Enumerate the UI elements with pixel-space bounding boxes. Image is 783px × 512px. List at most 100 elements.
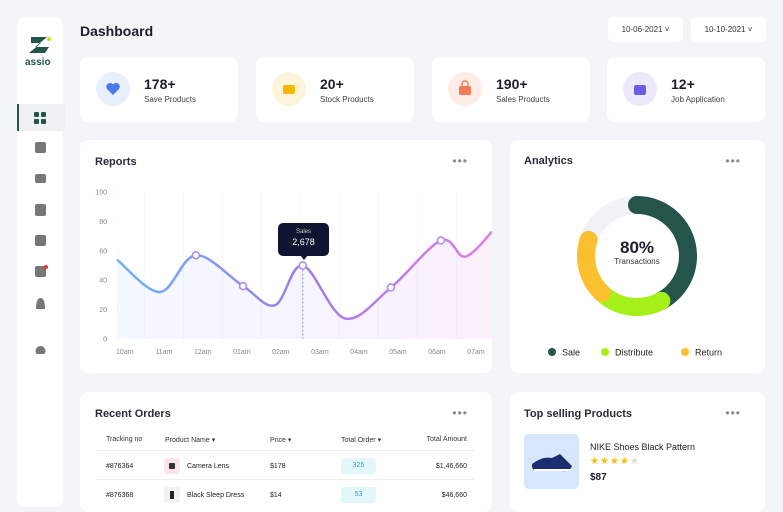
analytics-title: Analytics [524, 155, 573, 167]
point [238, 281, 248, 291]
tooltip-arrow [300, 255, 308, 260]
more-button[interactable]: ••• [452, 406, 468, 420]
x-tick-label: 06am [428, 349, 446, 356]
point [191, 250, 201, 260]
legend-swatch [681, 348, 689, 356]
cell: $46,660 [441, 492, 467, 499]
more-button[interactable]: ••• [725, 406, 741, 420]
stat-card: 178+ Save Products [80, 57, 238, 122]
page-title: Dashboard [80, 23, 154, 39]
cell: #876364 [106, 463, 134, 470]
more-button[interactable]: ••• [725, 154, 741, 168]
tooltip: Sales 2,678 [278, 223, 329, 256]
date-to-text: 10-10-2021 [704, 25, 746, 34]
product-image [524, 434, 579, 489]
cell-badge: 325 [341, 458, 376, 474]
stat-card: 20+ Stock Products [256, 57, 414, 122]
donut-segment [577, 196, 697, 316]
x-tick-label: 02am [272, 349, 290, 356]
legend-swatch [548, 348, 556, 356]
x-tick-label: 07am [467, 349, 485, 356]
product-rating: ★★★★★ [590, 456, 640, 467]
reports-chart: 0 20 40 60 80 100 10am 11am 12am 01am 02am 03am 04am… [95, 190, 492, 356]
legend-label: Sale [562, 348, 580, 358]
product-price: $87 [590, 472, 607, 483]
stat-label: Sales Products [496, 95, 550, 104]
x-tick-label: 11am [155, 349, 172, 356]
y-tick-label: 20 [99, 307, 107, 314]
top-products-title: Top selling Products [524, 408, 632, 420]
donut-label: Transactions [614, 257, 660, 266]
divider [96, 450, 474, 451]
date-from[interactable]: 10-06-2021 ˅ [608, 17, 683, 42]
x-tick-label: 04am [350, 349, 368, 356]
date-from-text: 10-06-2021 [621, 25, 663, 34]
column-header[interactable]: Total Order ▾ [341, 437, 382, 444]
analytics-card: Analytics ••• 80% Transactions Sale Distr… [510, 140, 765, 373]
product-thumb [164, 458, 180, 474]
orders-title: Recent Orders [95, 408, 171, 420]
legend-label: Return [695, 348, 722, 358]
cell: Black Sleep Dress [187, 492, 245, 499]
top-products-card: Top selling Products ••• NIKE Shoes Blac… [510, 392, 765, 512]
nav-icons [34, 112, 48, 354]
column-header-text: Price [270, 437, 286, 444]
logo-mark [29, 37, 51, 53]
stat-label: Stock Products [320, 95, 374, 104]
stat-card: 190+ Sales Products [432, 57, 590, 122]
donut-chart: 80% Transactions Sale Distribute Return [548, 196, 722, 358]
legend-label: Distribute [615, 348, 653, 358]
legend-swatch [601, 348, 609, 356]
y-tick-label: 0 [103, 337, 107, 344]
cell: $1,46,660 [435, 463, 467, 470]
donut-value: 80% [620, 238, 654, 257]
cell: $14 [270, 492, 282, 499]
cell: $178 [270, 463, 286, 470]
y-tick-label: 100 [95, 190, 107, 197]
stat-value: 178+ [144, 76, 176, 92]
orders-card: Recent Orders ••• Tracking no Product Na… [80, 392, 492, 512]
point [386, 283, 396, 292]
y-tick-label: 80 [99, 219, 107, 226]
date-to[interactable]: 10-10-2021 ˅ [691, 17, 766, 42]
stat-icon [448, 72, 482, 106]
point [436, 236, 446, 245]
column-header[interactable]: Tracking no [106, 436, 143, 443]
point [298, 261, 307, 270]
more-button[interactable]: ••• [452, 154, 468, 168]
reports-title: Reports [95, 156, 137, 168]
stat-icon [96, 72, 130, 106]
page: { "brand": "assio", "header": {"title": … [17, 17, 766, 512]
stat-icon [623, 72, 657, 106]
x-tick-label: 01am [233, 349, 251, 356]
tooltip-label: Sales [295, 229, 311, 235]
donut-segment [577, 196, 697, 316]
product-name: NIKE Shoes Black Pattern [590, 442, 696, 452]
y-tick-label: 60 [99, 248, 107, 255]
column-header[interactable]: Total Amount [426, 436, 467, 443]
cell: #876368 [106, 492, 134, 499]
stat-label: Job Application [671, 95, 725, 104]
stat-value: 20+ [320, 76, 344, 92]
donut-segment [577, 196, 697, 316]
divider [96, 479, 474, 480]
stat-card: 12+ Job Application [607, 57, 765, 122]
brand: assio [25, 57, 51, 68]
x-tick-label: 12am [194, 349, 212, 356]
cell-badge: 53 [341, 487, 376, 503]
stat-value: 190+ [496, 76, 528, 92]
line-area [117, 231, 492, 339]
sidebar: assio [17, 17, 65, 507]
column-header-text: Total Order [341, 437, 376, 444]
stat-icon [272, 72, 306, 106]
column-header-text: Product Name [165, 437, 210, 444]
y-tick-label: 40 [99, 278, 107, 285]
nav-active[interactable] [17, 104, 65, 131]
cell: Camera Lens [187, 463, 230, 470]
x-tick-label: 05am [389, 349, 407, 356]
column-header[interactable]: Price ▾ [270, 437, 292, 444]
tooltip-value: 2,678 [292, 237, 315, 247]
stat-label: Save Products [144, 95, 197, 104]
x-tick-label: 10am [116, 349, 134, 356]
column-header[interactable]: Product Name ▾ [165, 437, 216, 444]
